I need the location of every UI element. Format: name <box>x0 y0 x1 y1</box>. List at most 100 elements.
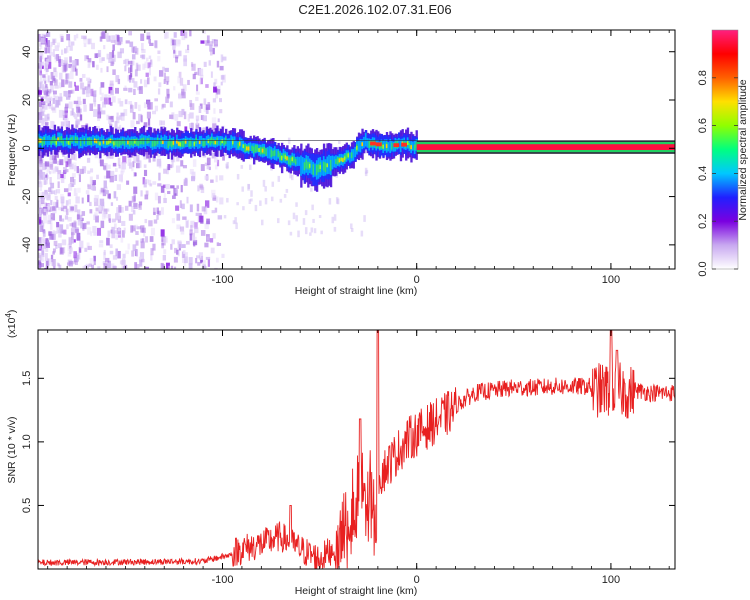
noise-cell <box>146 35 151 40</box>
noise-cell <box>116 207 119 214</box>
noise-cell <box>40 111 45 116</box>
ridge-cell <box>216 137 219 145</box>
noise-cell <box>204 175 209 180</box>
noise-cell <box>134 172 137 177</box>
noise-cell <box>328 198 332 205</box>
noise-cell <box>223 215 227 219</box>
noise-cell <box>136 120 140 125</box>
noise-cell <box>62 239 67 245</box>
noise-cell <box>59 72 63 80</box>
noise-cell <box>53 79 58 86</box>
noise-cell <box>183 252 188 256</box>
noise-cell <box>166 166 169 175</box>
noise-cell <box>49 80 53 86</box>
colorbar-tick-label: 0.2 <box>697 214 709 229</box>
noise-cell <box>165 262 170 269</box>
spectrogram-ticks: -100 0 100 -40 -20 0 20 40 <box>21 30 675 286</box>
noise-cell <box>277 175 281 182</box>
noise-cell <box>222 154 225 161</box>
noise-cell <box>67 243 71 252</box>
noise-cell <box>87 227 92 235</box>
ridge-cell <box>324 162 327 173</box>
noise-cell <box>171 218 175 224</box>
ridge-cell <box>408 143 411 149</box>
noise-cell <box>66 122 70 131</box>
noise-cell <box>38 166 41 172</box>
noise-cell <box>219 98 222 103</box>
noise-cell <box>219 197 224 205</box>
noise-cell <box>196 84 199 92</box>
noise-cell <box>99 87 102 95</box>
noise-cell <box>133 194 136 202</box>
noise-cell <box>200 164 205 171</box>
noise-cell <box>111 54 116 62</box>
ridge-cell <box>230 135 233 150</box>
noise-cell <box>172 39 176 46</box>
noise-cell <box>156 207 159 215</box>
noise-cell <box>81 197 84 204</box>
noise-cell <box>82 88 86 95</box>
noise-cell <box>177 76 181 84</box>
ridge-cell <box>391 142 394 150</box>
noise-cell <box>94 90 97 97</box>
noise-cell <box>56 54 60 62</box>
noise-cell <box>182 250 186 257</box>
noise-cell <box>101 101 106 108</box>
ridge-cell <box>305 159 308 169</box>
noise-cell <box>77 209 81 216</box>
noise-cell <box>58 229 62 238</box>
noise-cell <box>160 185 165 193</box>
noise-cell <box>141 42 144 51</box>
noise-cell <box>87 170 91 174</box>
noise-cell <box>74 113 78 120</box>
ridge-cell <box>321 160 324 176</box>
noise-cell <box>107 230 111 237</box>
spectrogram-xtick-label: 100 <box>602 274 620 286</box>
noise-cell <box>46 194 51 201</box>
noise-cell <box>109 80 114 86</box>
noise-cell <box>130 225 134 233</box>
noise-cell <box>250 190 253 197</box>
noise-cell <box>138 113 143 122</box>
noise-cell <box>74 153 77 161</box>
noise-cell <box>177 240 182 245</box>
noise-cell <box>72 60 77 68</box>
noise-cell <box>118 164 121 169</box>
noise-cell <box>198 252 203 260</box>
noise-cell <box>106 53 111 60</box>
noise-cell <box>198 68 204 76</box>
noise-cell <box>88 59 91 67</box>
ridge-cell <box>64 137 67 147</box>
noise-cell <box>152 243 156 251</box>
noise-cell <box>73 239 76 243</box>
noise-cell <box>304 227 308 235</box>
spectrogram-panel: -100 0 100 -40 -20 0 20 40 Height of straight l… <box>6 29 676 297</box>
noise-cell <box>80 114 83 121</box>
noise-cell <box>149 102 153 110</box>
noise-cell <box>70 89 75 94</box>
noise-cell <box>57 263 60 267</box>
ridge-cell <box>364 132 368 147</box>
noise-cell <box>189 233 192 241</box>
noise-cell <box>197 185 200 192</box>
noise-cell <box>118 37 123 45</box>
noise-cell <box>199 257 203 264</box>
noise-cell <box>181 108 185 116</box>
noise-cell <box>104 257 110 263</box>
noise-cell <box>69 163 74 170</box>
noise-cell <box>93 197 97 202</box>
noise-cell <box>125 40 130 44</box>
ridge-cell <box>155 140 158 146</box>
noise-cell <box>164 31 169 39</box>
noise-cell <box>73 221 77 229</box>
noise-cell <box>235 222 238 230</box>
noise-cell <box>66 46 69 53</box>
noise-cell <box>99 36 103 42</box>
ridge-peak-cell <box>370 141 376 146</box>
noise-cell <box>146 100 150 108</box>
noise-cell <box>119 48 125 54</box>
noise-cell <box>82 36 87 41</box>
noise-cell <box>53 230 58 235</box>
noise-cell <box>210 247 215 254</box>
ridge-cell <box>191 138 195 148</box>
